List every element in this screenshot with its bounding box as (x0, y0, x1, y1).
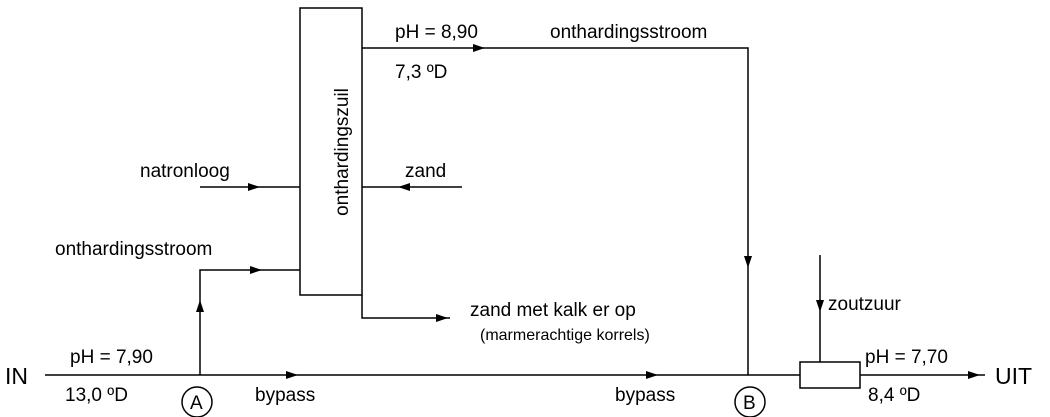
arrow-head (398, 183, 410, 191)
arrow-head (248, 183, 260, 191)
solid-note: (marmerachtige korrels) (480, 327, 650, 344)
arrow-head (968, 371, 980, 379)
arrow-head (436, 314, 448, 322)
arrow-head (744, 256, 752, 268)
column-label: onthardingszuil (332, 88, 353, 216)
top-hardness: 7,3 ºD (395, 62, 447, 83)
side-stream-label: onthardingsstroom (55, 239, 212, 260)
top-stream-label: onthardingsstroom (550, 22, 707, 43)
outlet-ph: pH = 7,70 (865, 347, 948, 368)
top-stream-line (362, 47, 749, 375)
point-b-circle (734, 386, 766, 417)
acid-label: zoutzuur (828, 294, 902, 315)
arrow-head (473, 44, 485, 52)
inlet-hardness: 13,0 ºD (65, 385, 128, 406)
arrow-head (196, 300, 204, 312)
arrow-head (816, 300, 824, 312)
zand-label: zand (405, 161, 446, 182)
side-stream-line (199, 269, 300, 375)
solid-output-line (361, 295, 450, 319)
point-a: A (190, 393, 203, 414)
point-b: B (743, 393, 756, 414)
arrow-head (286, 371, 298, 379)
mixer-box (799, 361, 861, 389)
flow-lines (45, 7, 985, 417)
arrow-head (250, 266, 262, 274)
top-ph: pH = 8,90 (395, 22, 478, 43)
inlet-ph: pH = 7,90 (70, 347, 153, 368)
solid-label: zand met kalk er op (470, 300, 636, 321)
bypass-label: bypass (615, 385, 675, 406)
outlet-hardness: 8,4 ºD (868, 385, 920, 406)
natronloog-label: natronloog (140, 161, 230, 182)
column-box (299, 7, 363, 296)
arrow-head (646, 371, 658, 379)
outlet-label: UIT (995, 363, 1032, 389)
bypass-label: bypass (255, 385, 315, 406)
point-a-circle (181, 386, 213, 417)
inlet-label: IN (5, 363, 28, 389)
